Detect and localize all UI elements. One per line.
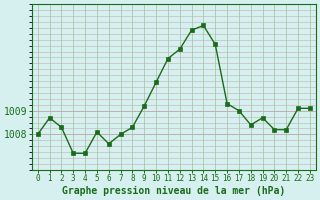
X-axis label: Graphe pression niveau de la mer (hPa): Graphe pression niveau de la mer (hPa) xyxy=(62,186,285,196)
